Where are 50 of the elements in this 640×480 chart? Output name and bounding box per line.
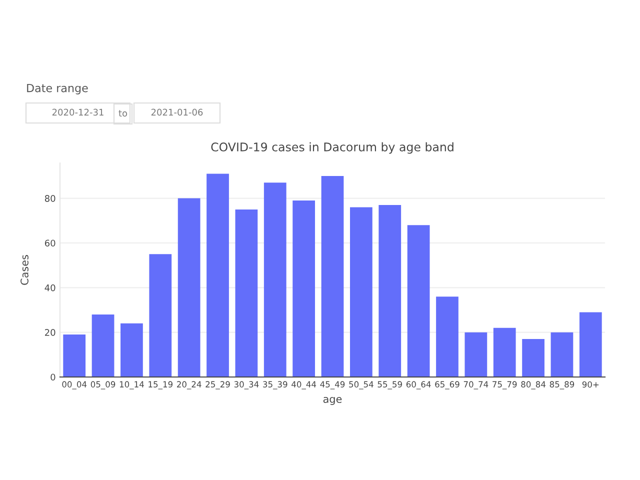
x-tick-label: 20_24 [177, 381, 202, 390]
x-tick-label: 85_89 [550, 381, 574, 390]
bar [321, 176, 344, 377]
bar [206, 174, 229, 377]
bar [436, 296, 458, 377]
text: Date range [27, 84, 88, 94]
bar [378, 204, 402, 377]
text: to [118, 110, 128, 117]
bar [407, 225, 430, 377]
x-tick-label: 70_74 [464, 381, 488, 390]
bar [579, 312, 602, 377]
bar [149, 254, 172, 377]
x-tick-label: 45_49 [320, 381, 345, 390]
x-tick-label: 00_04 [62, 381, 87, 390]
y-tick-label: 80 [44, 195, 56, 202]
bar [493, 328, 516, 377]
x-tick-label: 90+ [582, 381, 599, 388]
bar [464, 332, 488, 377]
x-tick-label: 80_84 [521, 381, 546, 390]
x-tick-label: 05_09 [90, 381, 116, 390]
bar [292, 200, 316, 377]
y-tick-label: 20 [45, 329, 56, 336]
x-axis-title: age [323, 396, 342, 405]
text: 2021-01-06 [151, 108, 203, 116]
bar [63, 334, 86, 377]
y-axis-title: Cases [20, 255, 28, 285]
bar [350, 207, 372, 377]
x-tick-label: 35_39 [263, 381, 288, 390]
x-tick-label: 75_79 [492, 381, 517, 390]
bar [264, 182, 286, 377]
chart-title: COVID-19 cases in Dacorum by age band [211, 142, 454, 154]
x-tick-label: 30_34 [234, 381, 259, 390]
x-tick-label: 25_29 [206, 381, 230, 390]
x-tick-label: 15_19 [148, 381, 172, 390]
bar [92, 314, 114, 377]
x-tick-label: 10_14 [120, 381, 144, 390]
x-tick-label: 50_54 [349, 381, 374, 390]
bar [178, 198, 200, 377]
text: 2020-12-31 [52, 108, 104, 116]
x-tick-label: 65_69 [435, 381, 460, 390]
x-tick-label: 55_59 [378, 381, 402, 390]
x-tick-label: 40_44 [292, 381, 316, 390]
bar [522, 339, 544, 377]
y-tick-label: 60 [44, 240, 56, 247]
bar [550, 332, 574, 377]
y-tick-label: 0 [50, 374, 56, 381]
y-tick-label: 40 [44, 284, 56, 292]
bar [235, 209, 258, 377]
bar [120, 323, 143, 377]
x-tick-label: 60_64 [406, 381, 431, 390]
